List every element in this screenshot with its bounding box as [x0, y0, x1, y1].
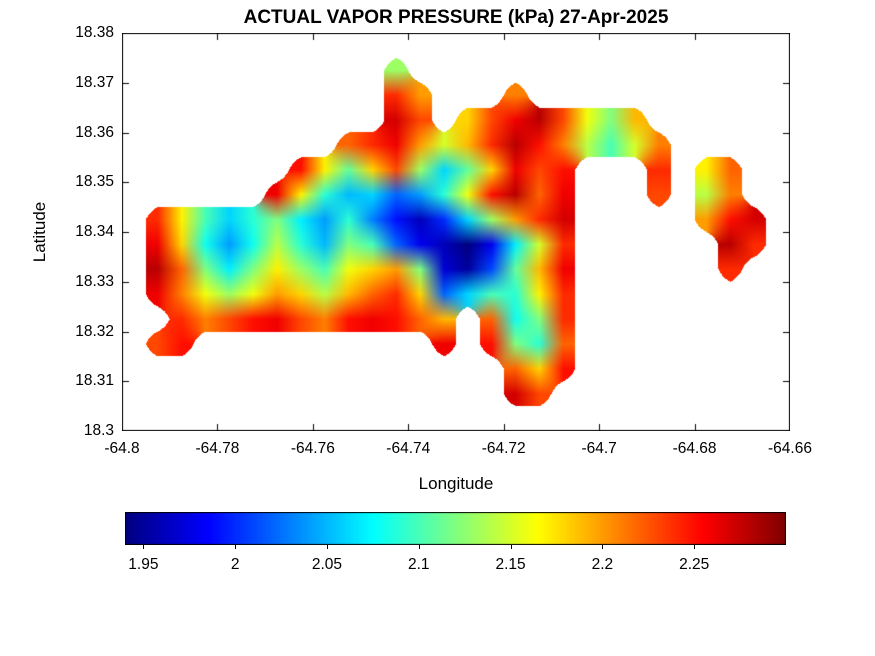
colorbar-tick-mark [326, 545, 328, 549]
colorbar-tick-label: 1.95 [128, 556, 159, 573]
x-tick-label: -64.7 [581, 440, 617, 457]
colorbar-tick-label: 2.25 [679, 556, 710, 573]
colorbar-tick-label: 2.2 [591, 556, 614, 573]
y-tick-label: 18.36 [75, 123, 114, 141]
colorbar-tick-mark [602, 545, 604, 549]
y-tick-label: 18.31 [75, 372, 114, 390]
y-tick-label: 18.3 [83, 422, 114, 439]
y-tick-label: 18.32 [75, 322, 114, 340]
y-axis-label: Latitude [30, 201, 49, 263]
colorbar-tick-label: 2.05 [311, 556, 343, 573]
colorbar-tick-label: 2.15 [495, 556, 526, 573]
x-tick-label: -64.68 [672, 440, 717, 457]
x-tick-label: -64.8 [104, 440, 140, 457]
colorbar-tick-label: 2.1 [407, 556, 430, 573]
x-tick-label: -64.78 [195, 440, 240, 457]
y-tick-label: 18.33 [75, 272, 114, 290]
y-tick-label: 18.35 [75, 173, 114, 191]
colorbar-tick-mark [235, 545, 237, 549]
x-tick-label: -64.76 [290, 440, 335, 457]
x-axis-label: Longitude [418, 474, 494, 493]
y-tick-label: 18.38 [75, 24, 114, 41]
colorbar-tick-mark [694, 545, 696, 549]
colorbar-tick-mark [418, 545, 420, 549]
y-tick-label: 18.34 [75, 223, 114, 240]
colorbar [125, 512, 786, 545]
chart-title: ACTUAL VAPOR PRESSURE (kPa) 27-Apr-2025 [243, 7, 669, 28]
x-tick-label: -64.66 [768, 440, 812, 457]
y-tick-label: 18.37 [75, 73, 114, 91]
colorbar-tick-mark [143, 545, 145, 549]
colorbar-tick-label: 2 [230, 556, 240, 573]
heatmap-canvas [122, 33, 790, 431]
x-tick-label: -64.74 [386, 440, 431, 457]
colorbar-tick-mark [510, 545, 512, 549]
x-tick-label: -64.72 [481, 440, 526, 457]
